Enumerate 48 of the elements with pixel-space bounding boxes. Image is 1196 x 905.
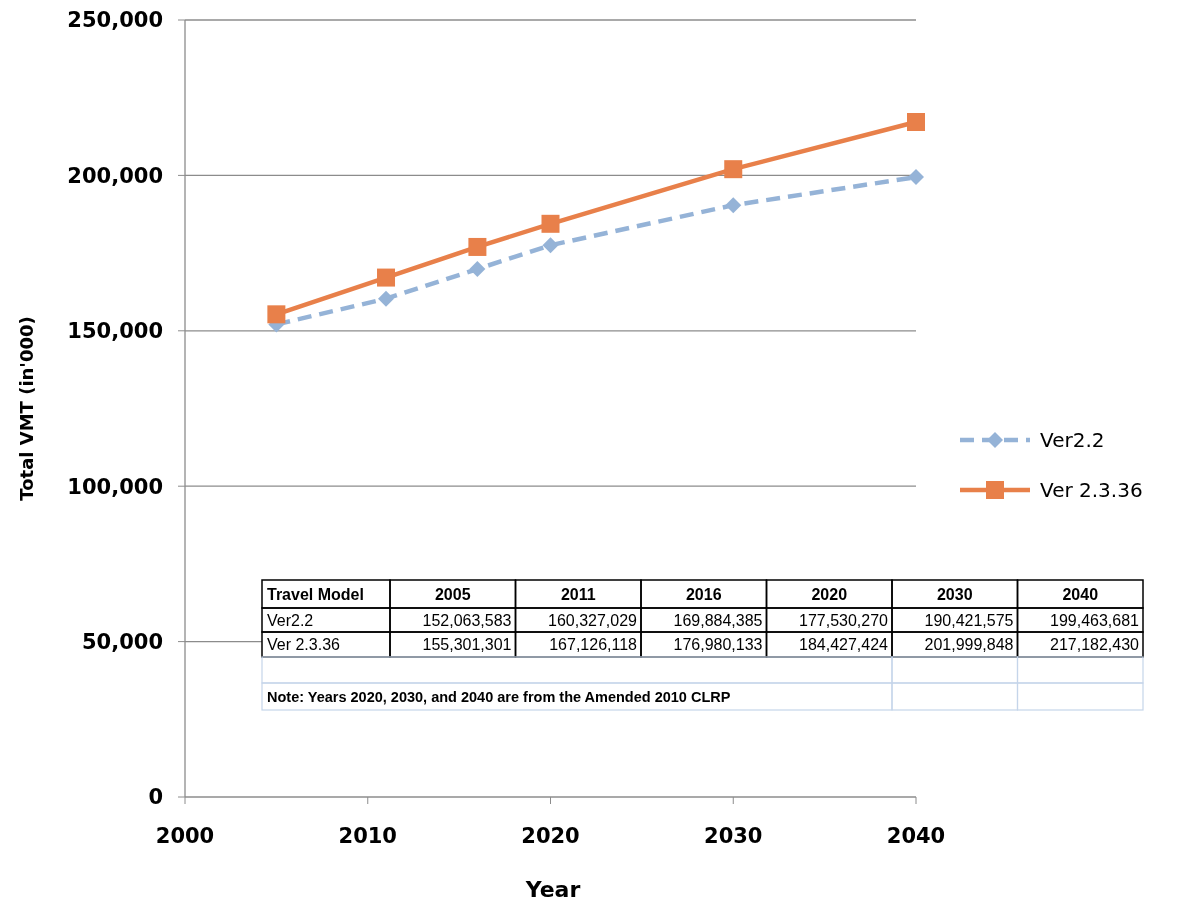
annotation: Travel Model — [267, 585, 364, 603]
y-tick-label: 0 — [148, 785, 163, 810]
y-tick-label: 100,000 — [67, 474, 163, 499]
y-tick-label: 250,000 — [67, 8, 163, 33]
y-tick-label: 50,000 — [81, 629, 163, 654]
x-tick-label: 2000 — [155, 824, 215, 848]
point — [907, 113, 925, 131]
annotation: 2020 — [811, 585, 848, 603]
annotation: 169,884,385 — [673, 611, 763, 629]
point — [541, 214, 560, 233]
text: 2030 — [936, 585, 973, 603]
x-axis-title: Year — [524, 877, 581, 902]
legend-label: Ver2.2 — [1040, 428, 1105, 452]
point — [377, 268, 396, 287]
point — [378, 290, 395, 307]
text: 2040 — [1062, 585, 1099, 603]
text: Ver 2.3.36 — [267, 636, 340, 654]
x-tick-label: 2040 — [886, 824, 946, 848]
x-tick-label: 2020 — [521, 824, 580, 848]
annotation: Note: Years 2020, 2030, and 2040 are from the Amended 2010 CLRP — [267, 688, 731, 705]
annotation: 167,126,118 — [549, 636, 638, 654]
point — [468, 237, 487, 256]
text: 199,463,681 — [1050, 611, 1140, 629]
text: 217,182,430 — [1050, 636, 1140, 654]
text: Ver2.2 — [267, 611, 314, 629]
y-tick-label: 150,000 — [67, 319, 163, 344]
legend-label: Ver 2.3.36 — [1040, 478, 1143, 502]
annotation: 177,530,270 — [799, 611, 889, 629]
point — [908, 169, 924, 186]
x-tick-label: 2010 — [338, 824, 397, 848]
text: 190,421,575 — [924, 611, 1014, 629]
point — [725, 197, 742, 214]
annotation: 184,427,424 — [799, 636, 889, 654]
point — [267, 305, 286, 324]
annotation: 160,327,029 — [548, 611, 638, 629]
point — [542, 237, 559, 254]
point — [469, 261, 486, 277]
y-tick-label: 200,000 — [67, 163, 163, 188]
text: 201,999,848 — [924, 636, 1014, 654]
annotation: 2011 — [560, 585, 596, 603]
annotation: 152,063,583 — [422, 611, 512, 629]
x-tick-label: 2030 — [704, 824, 763, 848]
point — [724, 160, 743, 179]
annotation: 155,301,301 — [422, 636, 512, 654]
annotation: 2016 — [685, 585, 722, 603]
annotation: 2005 — [434, 585, 471, 603]
y-axis-title: Total VMT (in'000) — [16, 316, 37, 501]
annotation: 176,980,133 — [673, 636, 763, 654]
